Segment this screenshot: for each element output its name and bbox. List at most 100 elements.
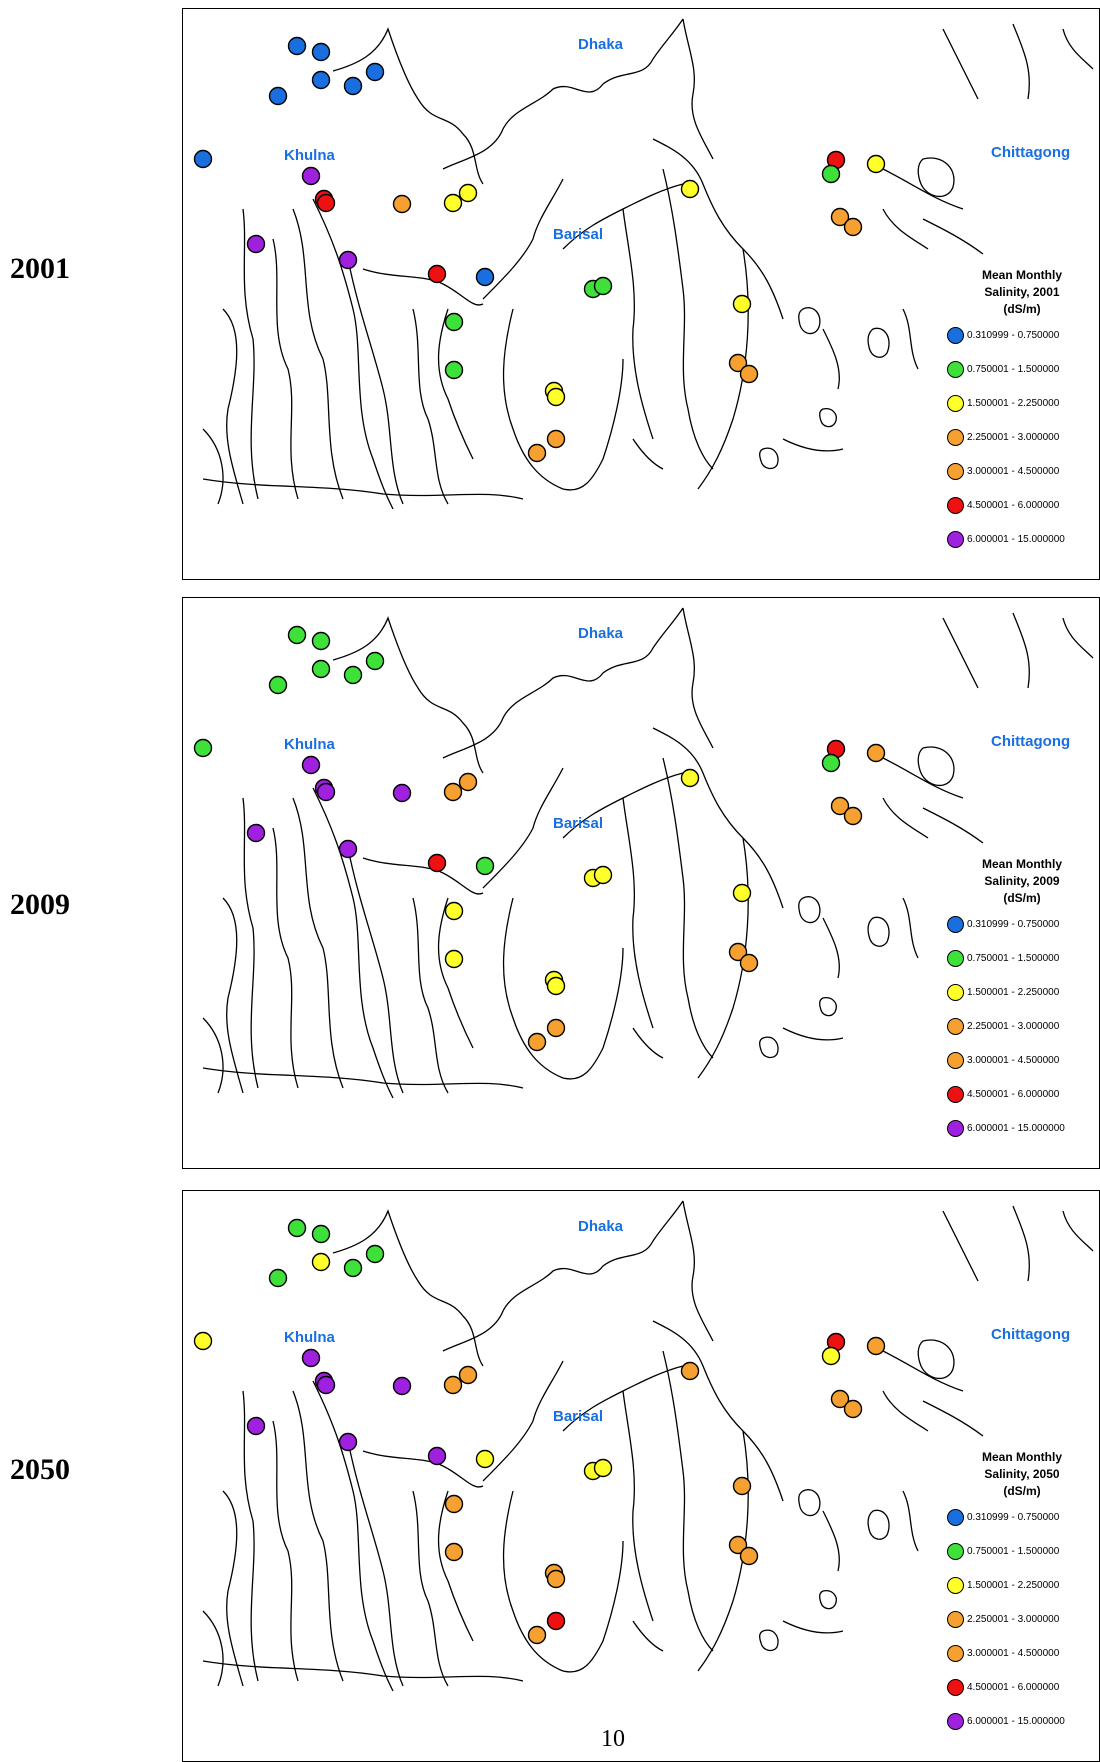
river-line <box>363 269 483 305</box>
river-line <box>273 828 298 1088</box>
station-marker <box>445 1377 462 1394</box>
river-line <box>1013 24 1029 99</box>
station-marker <box>734 885 751 902</box>
legend-label: 6.000001 - 15.000000 <box>967 534 1065 545</box>
legend-item: 1.500001 - 2.250000 <box>947 975 1097 1009</box>
river-line <box>943 29 978 99</box>
river-line <box>439 1491 473 1641</box>
river-line <box>943 618 978 688</box>
legend-unit: (dS/m) <box>947 890 1097 907</box>
river-line <box>823 329 839 389</box>
city-label-dhaka: Dhaka <box>578 36 623 53</box>
station-marker <box>394 196 411 213</box>
river-line <box>443 608 683 758</box>
legend-title: Mean Monthly Salinity, 2009 (dS/m) <box>947 856 1097 907</box>
river-line <box>203 429 223 504</box>
river-line <box>313 1381 393 1691</box>
station-marker <box>460 1367 477 1384</box>
station-markers <box>195 38 885 462</box>
city-label-dhaka: Dhaka <box>578 625 623 642</box>
station-marker <box>446 1496 463 1513</box>
city-label-chittagong: Chittagong <box>991 1326 1070 1343</box>
island-outline <box>799 897 820 923</box>
station-marker <box>741 1548 758 1565</box>
station-marker <box>446 903 463 920</box>
island-outline <box>868 917 889 946</box>
legend-item: 6.000001 - 15.000000 <box>947 522 1097 556</box>
river-line <box>293 798 343 1088</box>
station-marker <box>548 389 565 406</box>
legend-title-line2: Salinity, 2009 <box>947 873 1097 890</box>
legend-label: 0.310999 - 0.750000 <box>967 1512 1059 1523</box>
island-outline <box>760 448 778 468</box>
legend: Mean Monthly Salinity, 2050 (dS/m) 0.310… <box>947 1449 1097 1738</box>
legend-label: 4.500001 - 6.000000 <box>967 500 1059 511</box>
river-line <box>683 1201 713 1341</box>
city-label-khulna: Khulna <box>284 736 335 753</box>
legend-item: 1.500001 - 2.250000 <box>947 1568 1097 1602</box>
station-marker <box>394 785 411 802</box>
station-marker <box>289 627 306 644</box>
year-label-2050: 2050 <box>10 1453 70 1487</box>
island-outline <box>868 1510 889 1539</box>
station-marker <box>595 1460 612 1477</box>
legend-swatch <box>947 395 964 412</box>
legend-item: 3.000001 - 4.500000 <box>947 454 1097 488</box>
river-line <box>1063 1211 1093 1251</box>
river-line <box>223 1491 243 1686</box>
station-marker <box>595 278 612 295</box>
river-line <box>413 1491 448 1686</box>
city-label-barisal: Barisal <box>553 815 603 832</box>
island-outline <box>799 1490 820 1516</box>
river-line <box>483 1361 563 1481</box>
station-marker <box>446 1544 463 1561</box>
station-marker <box>868 1338 885 1355</box>
legend-swatch <box>947 463 964 480</box>
river-line <box>883 1351 963 1391</box>
station-marker <box>460 774 477 791</box>
station-markers <box>195 627 885 1051</box>
station-marker <box>445 195 462 212</box>
legend-swatch <box>947 327 964 344</box>
station-marker <box>741 955 758 972</box>
city-label-khulna: Khulna <box>284 147 335 164</box>
station-marker <box>270 677 287 694</box>
legend-label: 1.500001 - 2.250000 <box>967 398 1059 409</box>
river-line <box>313 788 393 1098</box>
station-marker <box>682 1363 699 1380</box>
station-marker <box>460 185 477 202</box>
legend-swatch <box>947 1577 964 1594</box>
station-marker <box>313 72 330 89</box>
river-line <box>823 918 839 978</box>
legend-swatch <box>947 1543 964 1560</box>
legend-item: 6.000001 - 15.000000 <box>947 1111 1097 1145</box>
station-marker <box>477 1451 494 1468</box>
river-line <box>783 1621 843 1633</box>
legend-item: 0.310999 - 0.750000 <box>947 907 1097 941</box>
legend-items: 0.310999 - 0.750000 0.750001 - 1.500000 1.… <box>947 907 1097 1145</box>
legend-swatch <box>947 1645 964 1662</box>
river-line <box>653 1321 783 1501</box>
river-line <box>333 1211 483 1366</box>
legend-item: 4.500001 - 6.000000 <box>947 1077 1097 1111</box>
legend-items: 0.310999 - 0.750000 0.750001 - 1.500000 1.… <box>947 1500 1097 1738</box>
river-line <box>1013 1206 1029 1281</box>
city-label-chittagong: Chittagong <box>991 733 1070 750</box>
legend-swatch <box>947 950 964 967</box>
station-marker <box>318 1377 335 1394</box>
river-line <box>883 758 963 798</box>
legend-swatch <box>947 1052 964 1069</box>
map-panel-2001: Dhaka Khulna Barisal Chittagong Mean Mon… <box>182 8 1100 580</box>
river-line <box>1013 613 1029 688</box>
legend-unit: (dS/m) <box>947 1483 1097 1500</box>
station-marker <box>367 64 384 81</box>
legend-item: 0.750001 - 1.500000 <box>947 1534 1097 1568</box>
station-marker <box>595 867 612 884</box>
station-marker <box>340 841 357 858</box>
station-marker <box>548 978 565 995</box>
river-line <box>783 439 843 451</box>
river-line <box>663 1351 713 1651</box>
river-line <box>333 618 483 773</box>
station-marker <box>477 269 494 286</box>
station-markers <box>195 1220 885 1644</box>
